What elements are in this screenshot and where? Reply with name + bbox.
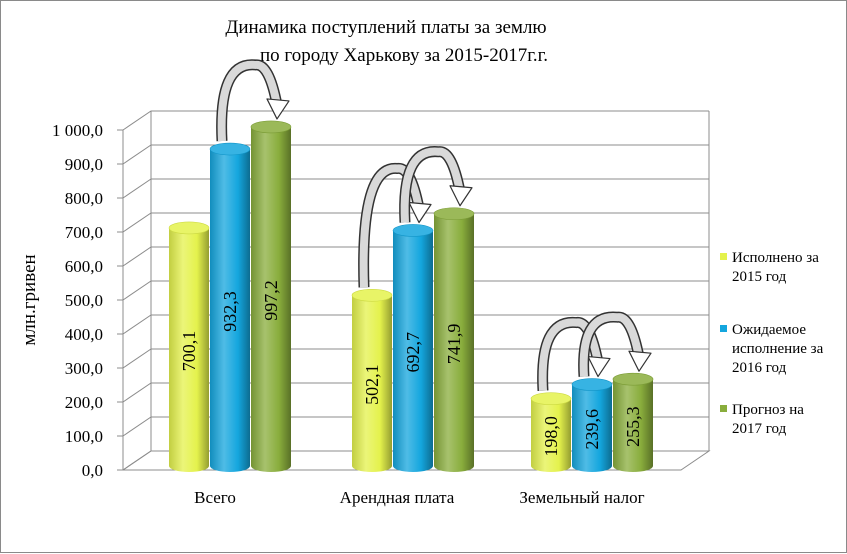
data-label: 932,3 [220,291,240,332]
legend-swatch [720,253,727,260]
y-tick-label: 100,0 [65,427,103,446]
legend: Исполнено за 2015 год Ожидаемое исполнение … [720,250,824,437]
bar-top [209,142,251,156]
y-tick-label: 600,0 [65,257,103,276]
growth-arrow [399,146,473,223]
bar: 239,6 [571,378,613,472]
data-label: 239,6 [582,409,602,450]
y-tick-label: 1 000,0 [52,121,103,140]
data-label: 692,7 [403,332,423,373]
bar: 692,7 [392,224,434,472]
data-label: 741,9 [444,324,464,365]
legend-label: Ожидаемое [732,322,806,338]
bar-body [352,295,392,472]
legend-swatch [720,325,727,332]
growth-arrow [216,59,290,142]
bar: 255,3 [612,372,654,472]
bar-body [251,126,291,473]
y-axis-ticks: 0,0 100,0 200,0 300,0 400,0 500,0 600,0 700,0 80… [52,121,103,480]
bar-body [434,213,474,472]
x-axis-categories: Всего Арендная плата Земельный налог [194,488,644,507]
data-label: 700,1 [179,331,199,372]
x-category-label: Всего [194,488,236,507]
legend-swatch [720,405,727,412]
bar-top [612,372,654,386]
legend-label: Исполнено за [732,250,819,266]
y-tick-label: 200,0 [65,393,103,412]
y-tick-label: 500,0 [65,291,103,310]
data-label: 502,1 [362,364,382,405]
bar-body [393,230,433,472]
bar-top [168,221,210,235]
bar-top [530,392,572,405]
legend-item: Исполнено за 2015 год [720,250,819,285]
bar: 741,9 [433,207,475,472]
legend-item: Прогноз на 2017 год [720,402,804,437]
chart-title: Динамика поступлений платы за землю по го… [225,17,548,66]
data-label: 997,2 [261,280,281,321]
bar-body [210,149,250,472]
bar: 198,0 [530,392,572,472]
growth-arrows [216,59,652,391]
data-label: 255,3 [623,406,643,447]
legend-label: 2017 год [732,421,787,437]
y-tick-label: 0,0 [82,461,103,480]
legend-label: Прогноз на [732,402,804,418]
bar-body [169,227,209,472]
legend-label: 2016 год [732,360,787,376]
y-tick-label: 400,0 [65,325,103,344]
bar-top [433,207,475,221]
bar-top [392,224,434,237]
bar: 932,3 [209,142,251,472]
bar-top [351,288,393,302]
bar-body [531,398,571,472]
x-category-label: Земельный налог [519,488,644,507]
legend-item: Ожидаемое исполнение за 2016 год [720,322,824,376]
bars: 700,1 932,3 997,2 502,1 692,7 741,9 198,0 239,6… [168,120,654,473]
data-label: 198,0 [541,416,561,457]
title-line-2: по городу Харькову за 2015-2017г.г. [260,45,548,66]
y-axis-title: млн.гривен [19,254,40,345]
y-tick-label: 300,0 [65,359,103,378]
y-axis-label: млн.гривен [19,254,40,345]
bar-top [571,378,613,391]
bar: 700,1 [168,221,210,472]
title-line-1: Динамика поступлений платы за землю [225,17,546,38]
growth-arrow [578,311,652,377]
x-category-label: Арендная плата [340,488,455,507]
bar: 997,2 [250,120,292,473]
bar-body [613,379,653,472]
legend-label: 2015 год [732,269,787,285]
bar-body [572,384,612,472]
y-tick-label: 800,0 [65,189,103,208]
bar-top [250,120,292,134]
y-tick-label: 900,0 [65,155,103,174]
legend-label: исполнение за [732,341,824,357]
y-tick-label: 700,0 [65,223,103,242]
bar: 502,1 [351,288,393,472]
